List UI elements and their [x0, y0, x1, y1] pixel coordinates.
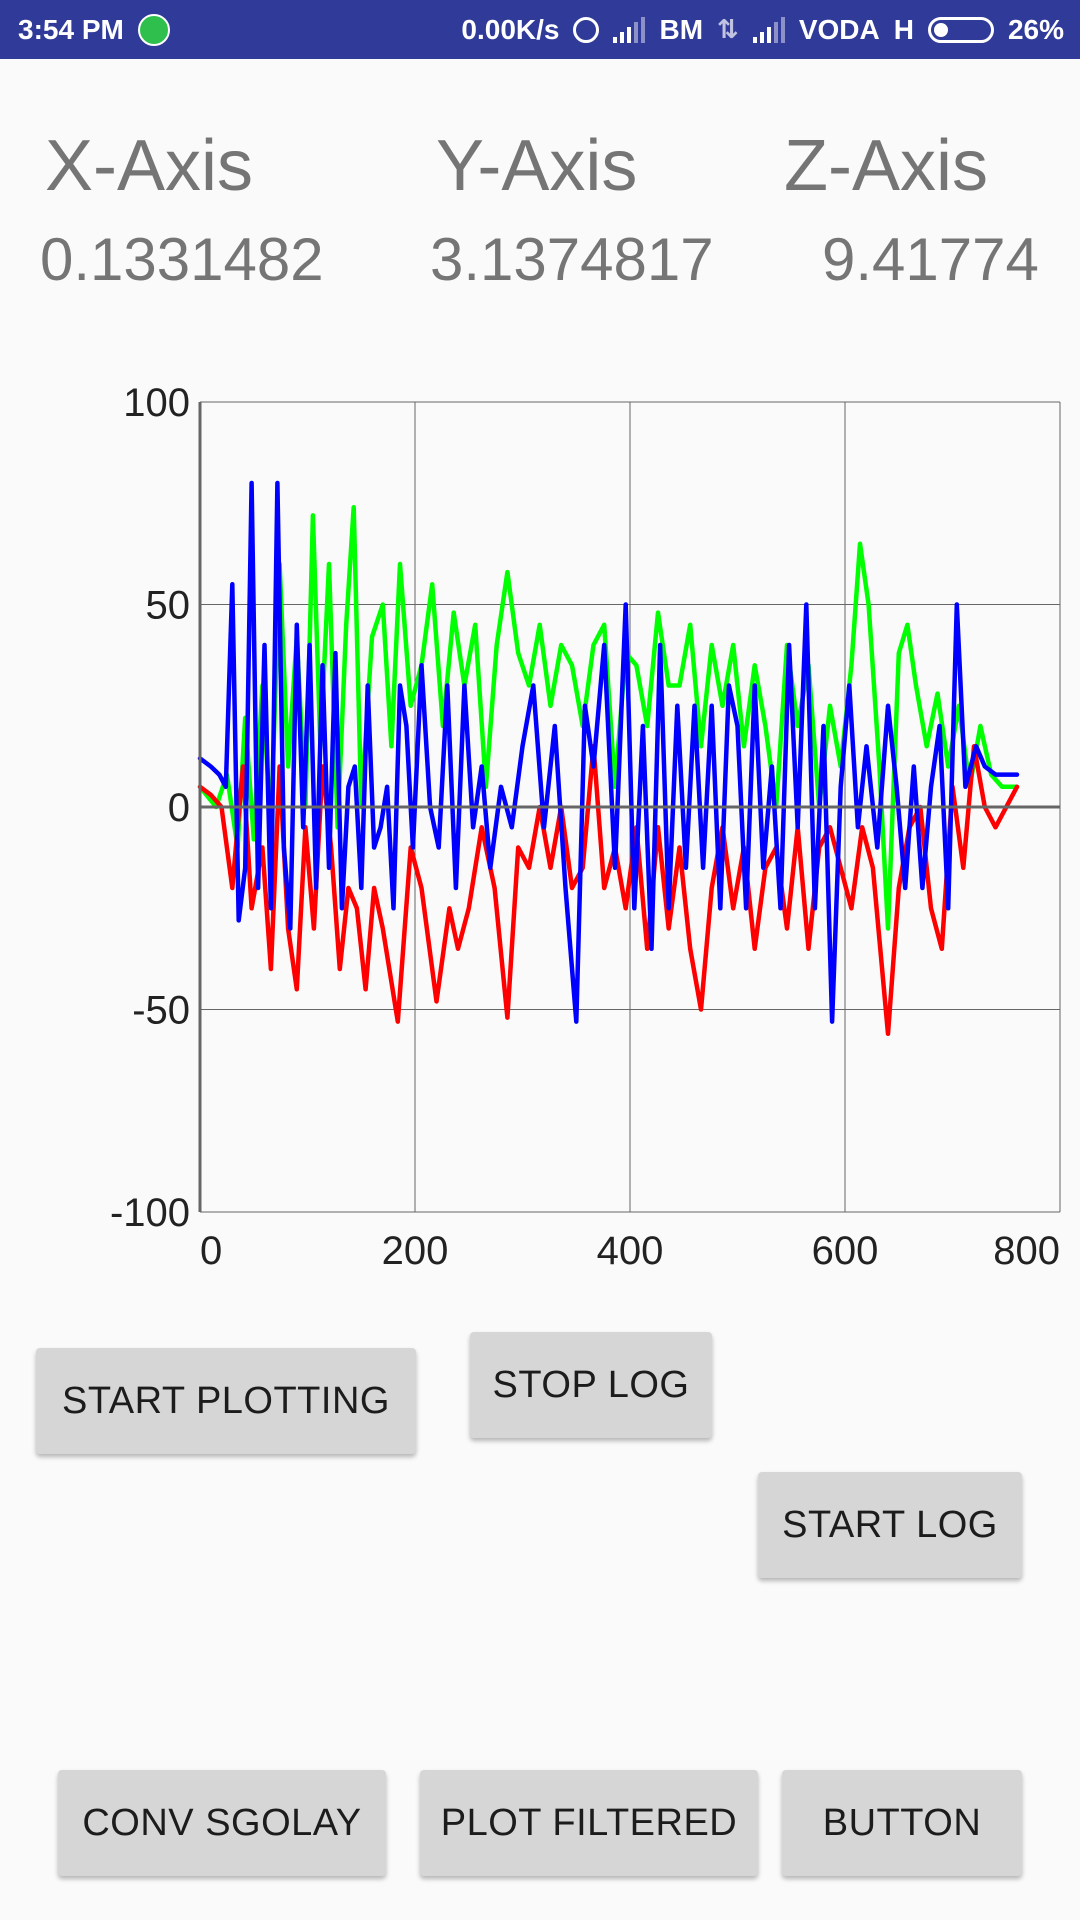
x-axis-value: 0.1331482 [40, 226, 324, 293]
z-axis-label: Z-Axis [784, 126, 988, 206]
series-line-2 [197, 480, 1020, 1024]
conv-sgolay-button[interactable]: CONV SGOLAY [58, 1770, 386, 1876]
status-bar: 3:54 PM 0.00K/s BM ⇅ VODA H 26% [0, 0, 1080, 59]
x-tick-label-1: 200 [382, 1229, 449, 1273]
x-tick-label-3: 600 [812, 1229, 879, 1273]
y-tick-label-2: 0 [168, 786, 190, 830]
plot-filtered-button[interactable]: PLOT FILTERED [420, 1770, 758, 1876]
x-tick-label-2: 400 [597, 1229, 664, 1273]
generic-button[interactable]: BUTTON [782, 1770, 1022, 1876]
carrier-2: VODA [798, 13, 880, 45]
battery-percent: 26% [1007, 13, 1064, 45]
chart-axes [198, 402, 1060, 1213]
network-type: H [893, 13, 914, 45]
start-log-button[interactable]: START LOG [758, 1472, 1022, 1578]
data-arrows-icon: ⇅ [717, 14, 739, 44]
y-tick-label-0: 100 [123, 381, 190, 425]
net-speed: 0.00K/s [461, 13, 560, 45]
battery-icon [927, 16, 994, 43]
signal-icon-2 [752, 16, 785, 43]
y-tick-label-1: 50 [146, 584, 191, 628]
status-time: 3:54 PM [18, 13, 124, 45]
y-axis-value: 3.1374817 [430, 226, 714, 293]
chart-series [197, 480, 1020, 1037]
whatsapp-icon [137, 13, 170, 46]
y-axis-label: Y-Axis [436, 126, 638, 206]
x-tick-label-0: 0 [200, 1229, 222, 1273]
stop-log-button[interactable]: STOP LOG [470, 1332, 712, 1438]
alarm-icon [573, 16, 600, 43]
start-plotting-button[interactable]: START PLOTTING [36, 1348, 416, 1454]
z-axis-value: 9.41774 [822, 226, 1039, 293]
x-axis-label: X-Axis [45, 126, 254, 206]
signal-icon [613, 16, 646, 43]
x-tick-label-4: 800 [993, 1229, 1060, 1273]
carrier-1: BM [659, 13, 704, 45]
y-tick-label-3: -50 [132, 989, 190, 1033]
y-tick-label-4: -100 [110, 1191, 190, 1235]
